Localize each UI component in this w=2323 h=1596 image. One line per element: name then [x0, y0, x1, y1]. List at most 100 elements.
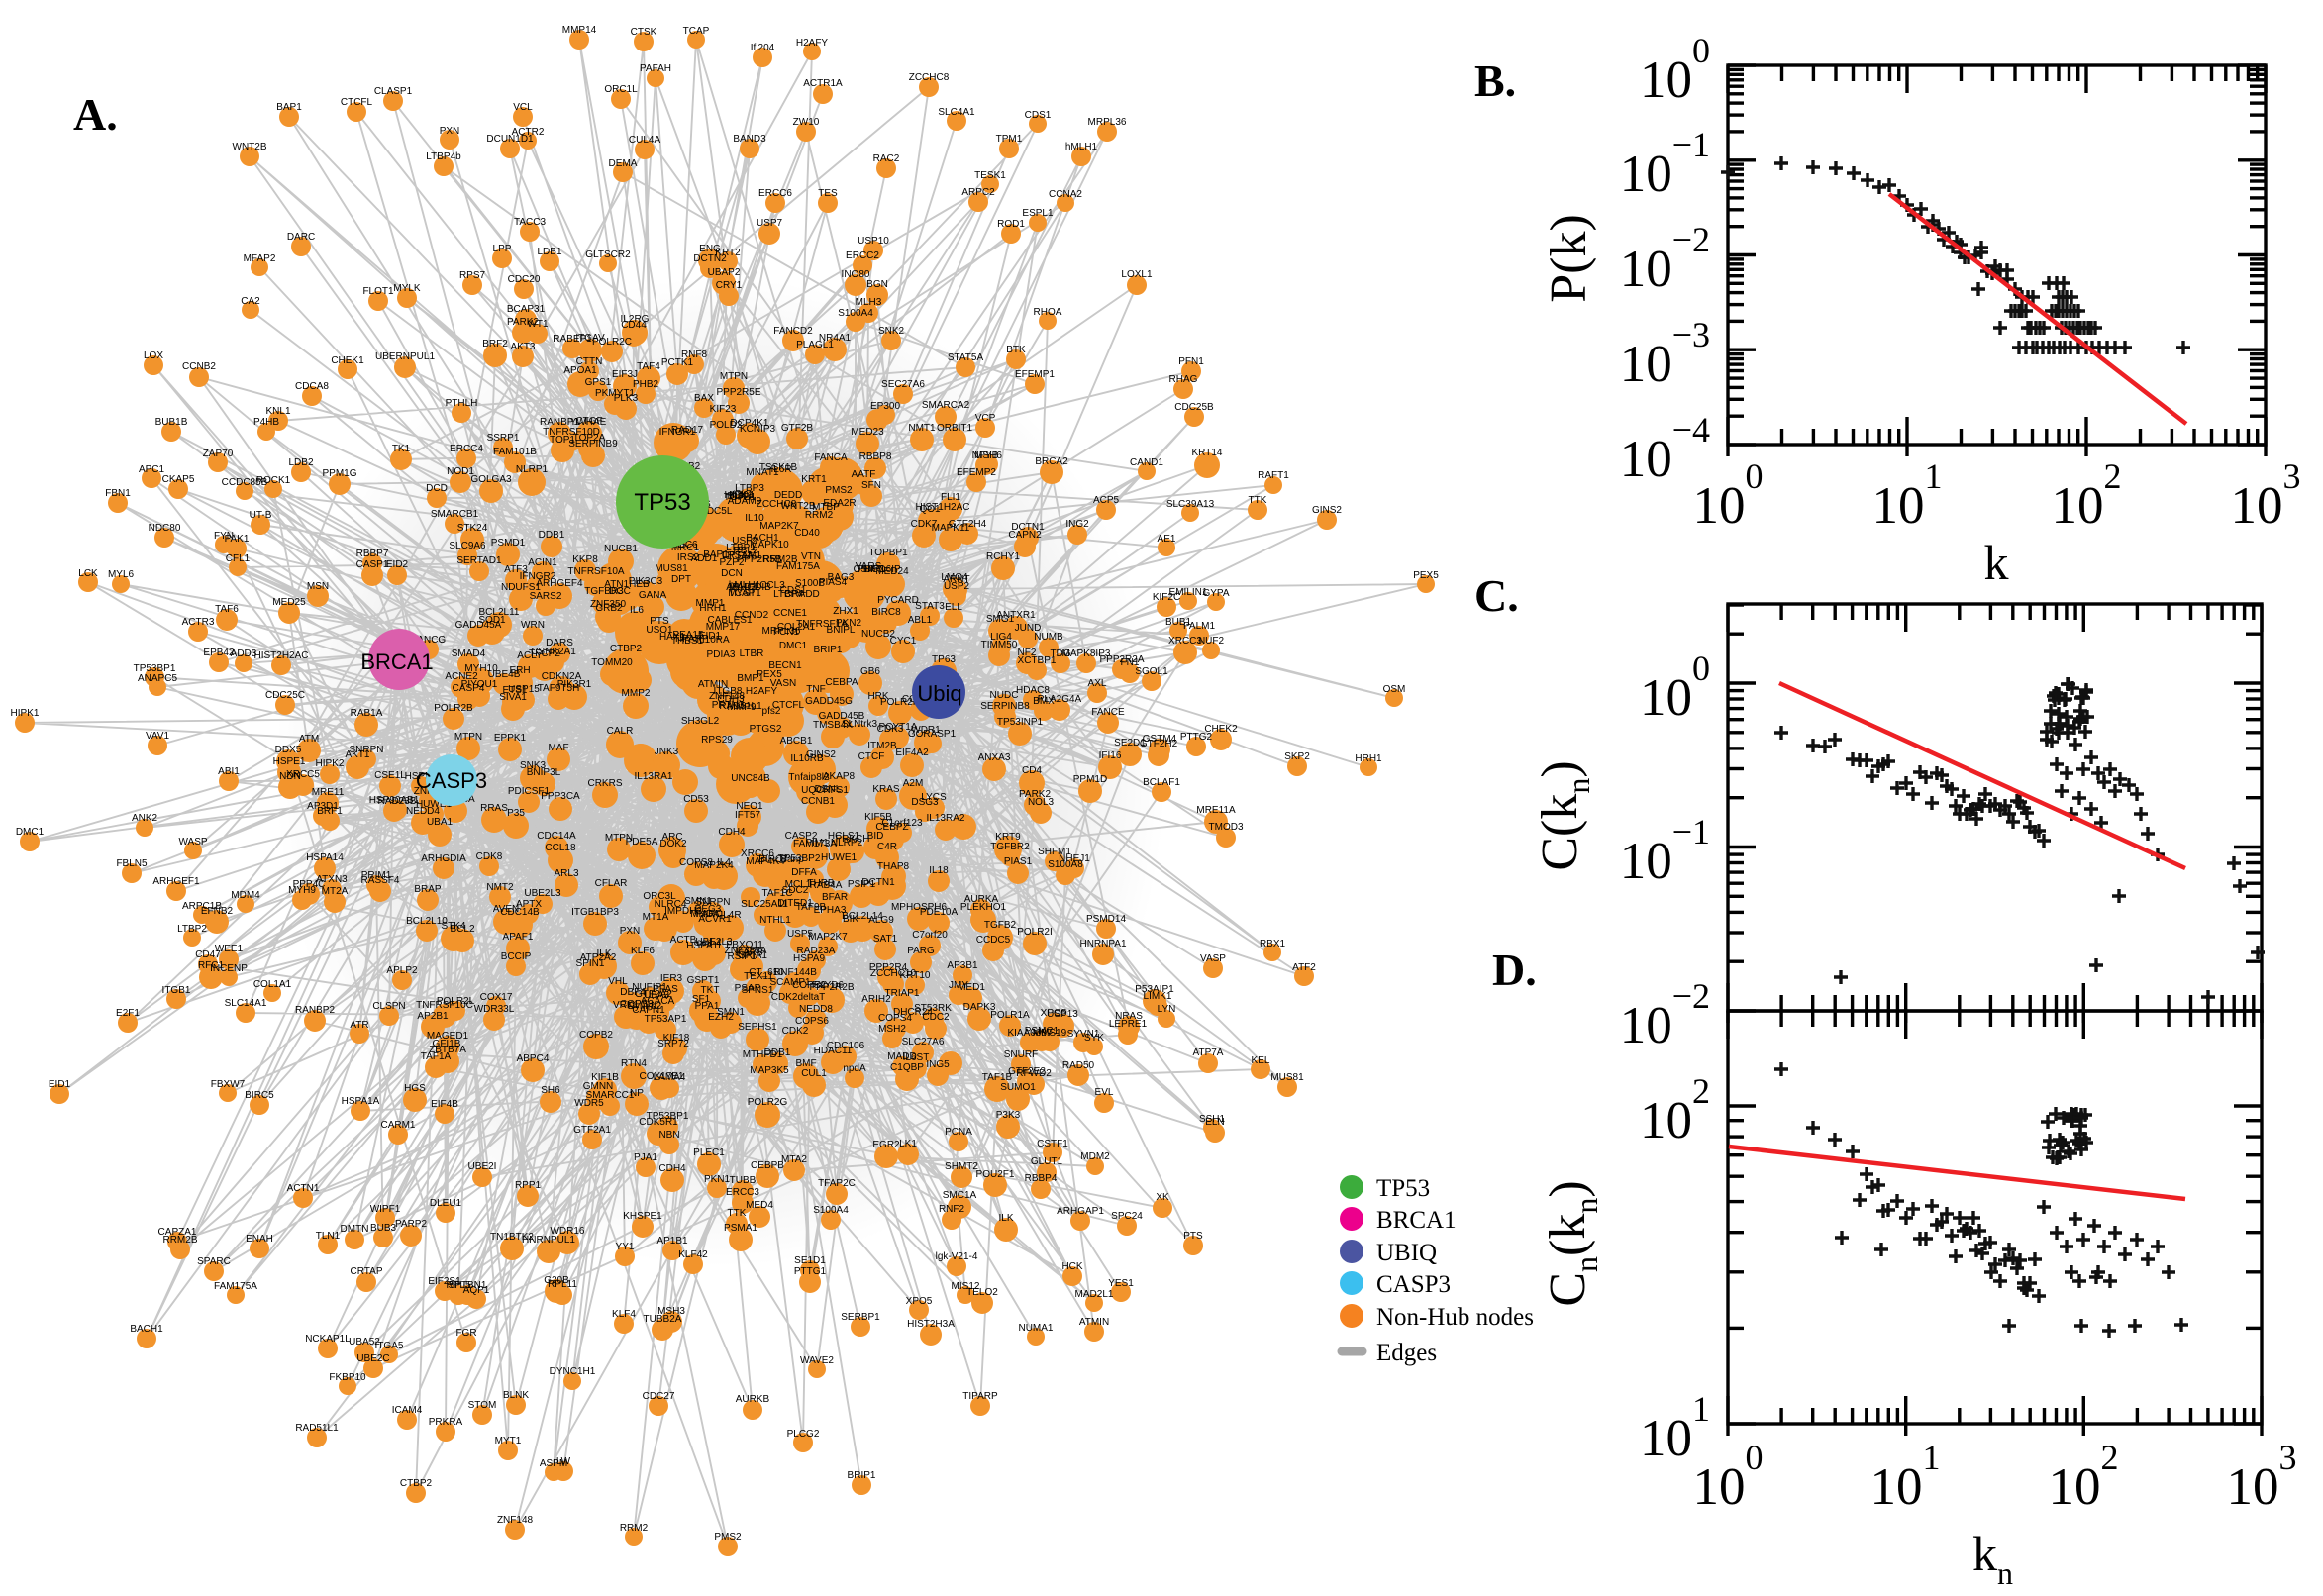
svg-text:HNRNPUL1: HNRNPUL1: [522, 1235, 575, 1246]
svg-text:Ifi204: Ifi204: [730, 490, 755, 501]
svg-text:POLR2B: POLR2B: [434, 703, 473, 714]
svg-text:CDK5R1: CDK5R1: [639, 1117, 678, 1128]
svg-text:SSH1: SSH1: [1199, 1114, 1226, 1125]
svg-text:LTBR: LTBR: [740, 648, 764, 659]
svg-text:PDIA3: PDIA3: [707, 649, 736, 660]
svg-text:MAPK10: MAPK10: [750, 540, 789, 550]
svg-text:SPC24: SPC24: [1111, 1211, 1143, 1222]
svg-text:WAVE2: WAVE2: [800, 1355, 834, 1366]
svg-text:TOPBP1: TOPBP1: [868, 548, 908, 558]
svg-text:MNAT1: MNAT1: [746, 467, 779, 478]
svg-text:ELN: ELN: [1205, 1117, 1224, 1128]
svg-text:GTF2A2: GTF2A2: [635, 989, 672, 1000]
svg-text:CFL1: CFL1: [226, 553, 251, 564]
svg-text:KHSPE1: KHSPE1: [623, 1211, 662, 1222]
svg-text:RAD23B: RAD23B: [378, 796, 417, 807]
svg-text:CASP2: CASP2: [785, 831, 818, 842]
svg-text:ARHGDIB: ARHGDIB: [726, 582, 771, 593]
svg-text:BRAP: BRAP: [414, 884, 442, 895]
svg-text:FANCE: FANCE: [1091, 707, 1125, 718]
svg-text:BAG3: BAG3: [828, 572, 855, 583]
svg-text:ILK: ILK: [998, 1213, 1013, 1224]
svg-text:RASSF4: RASSF4: [361, 875, 400, 886]
svg-text:PEA15: PEA15: [672, 630, 704, 641]
svg-text:CD44: CD44: [621, 320, 647, 331]
svg-text:PSMA1: PSMA1: [724, 1223, 758, 1234]
svg-text:MIS12: MIS12: [952, 1281, 980, 1292]
svg-text:DDB1: DDB1: [764, 1047, 791, 1058]
svg-text:PCTK1: PCTK1: [661, 357, 694, 368]
svg-text:ESPL1: ESPL1: [1022, 208, 1054, 219]
svg-text:P35: P35: [507, 808, 525, 819]
svg-text:Ifi204: Ifi204: [751, 43, 775, 53]
svg-text:TESK1: TESK1: [974, 170, 1006, 181]
svg-text:STAT3: STAT3: [915, 601, 945, 612]
svg-text:TIMM50: TIMM50: [981, 640, 1018, 650]
svg-text:CHEK1: CHEK1: [331, 355, 364, 366]
svg-text:IL18: IL18: [929, 865, 949, 876]
svg-text:PIAS1: PIAS1: [1004, 856, 1033, 867]
svg-text:C1orf123: C1orf123: [881, 818, 923, 829]
svg-text:PPP2R2A: PPP2R2A: [1099, 654, 1144, 665]
svg-text:CCDC5: CCDC5: [976, 935, 1011, 946]
svg-text:FANCD2: FANCD2: [773, 326, 813, 337]
svg-text:SERBP1: SERBP1: [841, 1312, 880, 1323]
svg-text:DLEU1: DLEU1: [430, 1198, 462, 1209]
svg-text:SLNtrk3: SLNtrk3: [842, 719, 878, 730]
svg-text:PKMYT1: PKMYT1: [595, 388, 635, 399]
svg-text:AP3B1: AP3B1: [947, 960, 978, 971]
svg-text:SERPINB8: SERPINB8: [980, 701, 1030, 712]
svg-text:D.: D.: [1492, 945, 1537, 995]
svg-text:BAP1: BAP1: [703, 549, 729, 560]
svg-text:CDC6: CDC6: [670, 540, 698, 550]
svg-text:GANA: GANA: [639, 590, 667, 601]
svg-text:APC1: APC1: [139, 464, 165, 475]
svg-text:ERCC3: ERCC3: [726, 1187, 759, 1198]
svg-text:NOD1: NOD1: [447, 466, 474, 477]
svg-text:XK: XK: [1156, 1192, 1169, 1203]
svg-text:COPS6: COPS6: [795, 1016, 829, 1027]
svg-text:LEPRE1: LEPRE1: [1109, 1019, 1148, 1030]
svg-text:MADD: MADD: [887, 1051, 916, 1062]
svg-text:PIK3R1: PIK3R1: [557, 679, 592, 690]
svg-text:IL2RG: IL2RG: [621, 314, 650, 325]
svg-text:EDA2R: EDA2R: [823, 498, 856, 509]
svg-text:TAF4: TAF4: [637, 361, 660, 372]
svg-text:MAGED1: MAGED1: [427, 1031, 469, 1042]
svg-text:KRT10: KRT10: [900, 970, 931, 981]
svg-text:IL6: IL6: [630, 605, 644, 616]
svg-text:CTCFL: CTCFL: [341, 97, 373, 108]
svg-text:ZNF350: ZNF350: [590, 599, 627, 610]
svg-text:CDC27: CDC27: [643, 1391, 675, 1402]
svg-text:HSPE1: HSPE1: [273, 756, 306, 767]
svg-text:DHCR24: DHCR24: [893, 1007, 933, 1018]
svg-text:KNL1: KNL1: [265, 406, 290, 417]
svg-text:CARM1: CARM1: [380, 1120, 415, 1131]
svg-text:AKT3: AKT3: [510, 342, 535, 352]
svg-text:NMT1: NMT1: [908, 423, 936, 434]
svg-text:GRB2: GRB2: [595, 603, 623, 614]
svg-text:KIF18: KIF18: [663, 1033, 690, 1044]
svg-text:SIVA1: SIVA1: [499, 692, 527, 703]
svg-text:RAFT1: RAFT1: [1258, 470, 1289, 481]
svg-text:CDC5L: CDC5L: [700, 506, 733, 517]
svg-text:EPHA3: EPHA3: [814, 905, 847, 916]
svg-text:EIF3J: EIF3J: [612, 369, 638, 380]
svg-text:ARHGEF4: ARHGEF4: [536, 578, 583, 589]
svg-text:PLCG2: PLCG2: [787, 1429, 820, 1440]
svg-text:MCL1: MCL1: [785, 879, 812, 890]
svg-text:IL6R: IL6R: [770, 464, 791, 475]
svg-text:MRE11: MRE11: [312, 787, 345, 798]
svg-text:RRM2: RRM2: [805, 510, 834, 521]
svg-text:PPA1: PPA1: [695, 1001, 720, 1012]
svg-text:ADAM9: ADAM9: [728, 496, 762, 507]
svg-text:NCKAP1L: NCKAP1L: [305, 1334, 351, 1345]
svg-text:MNDA: MNDA: [690, 909, 720, 920]
svg-text:SCAMP1: SCAMP1: [769, 977, 811, 988]
svg-text:SARS2: SARS2: [530, 591, 562, 602]
svg-text:PIAS4: PIAS4: [819, 577, 848, 588]
svg-text:CT_610: CT_610: [749, 967, 784, 978]
svg-text:EID1: EID1: [49, 1079, 71, 1090]
svg-text:TGFBR3: TGFBR3: [584, 586, 624, 597]
svg-text:ATXN3: ATXN3: [316, 874, 348, 885]
